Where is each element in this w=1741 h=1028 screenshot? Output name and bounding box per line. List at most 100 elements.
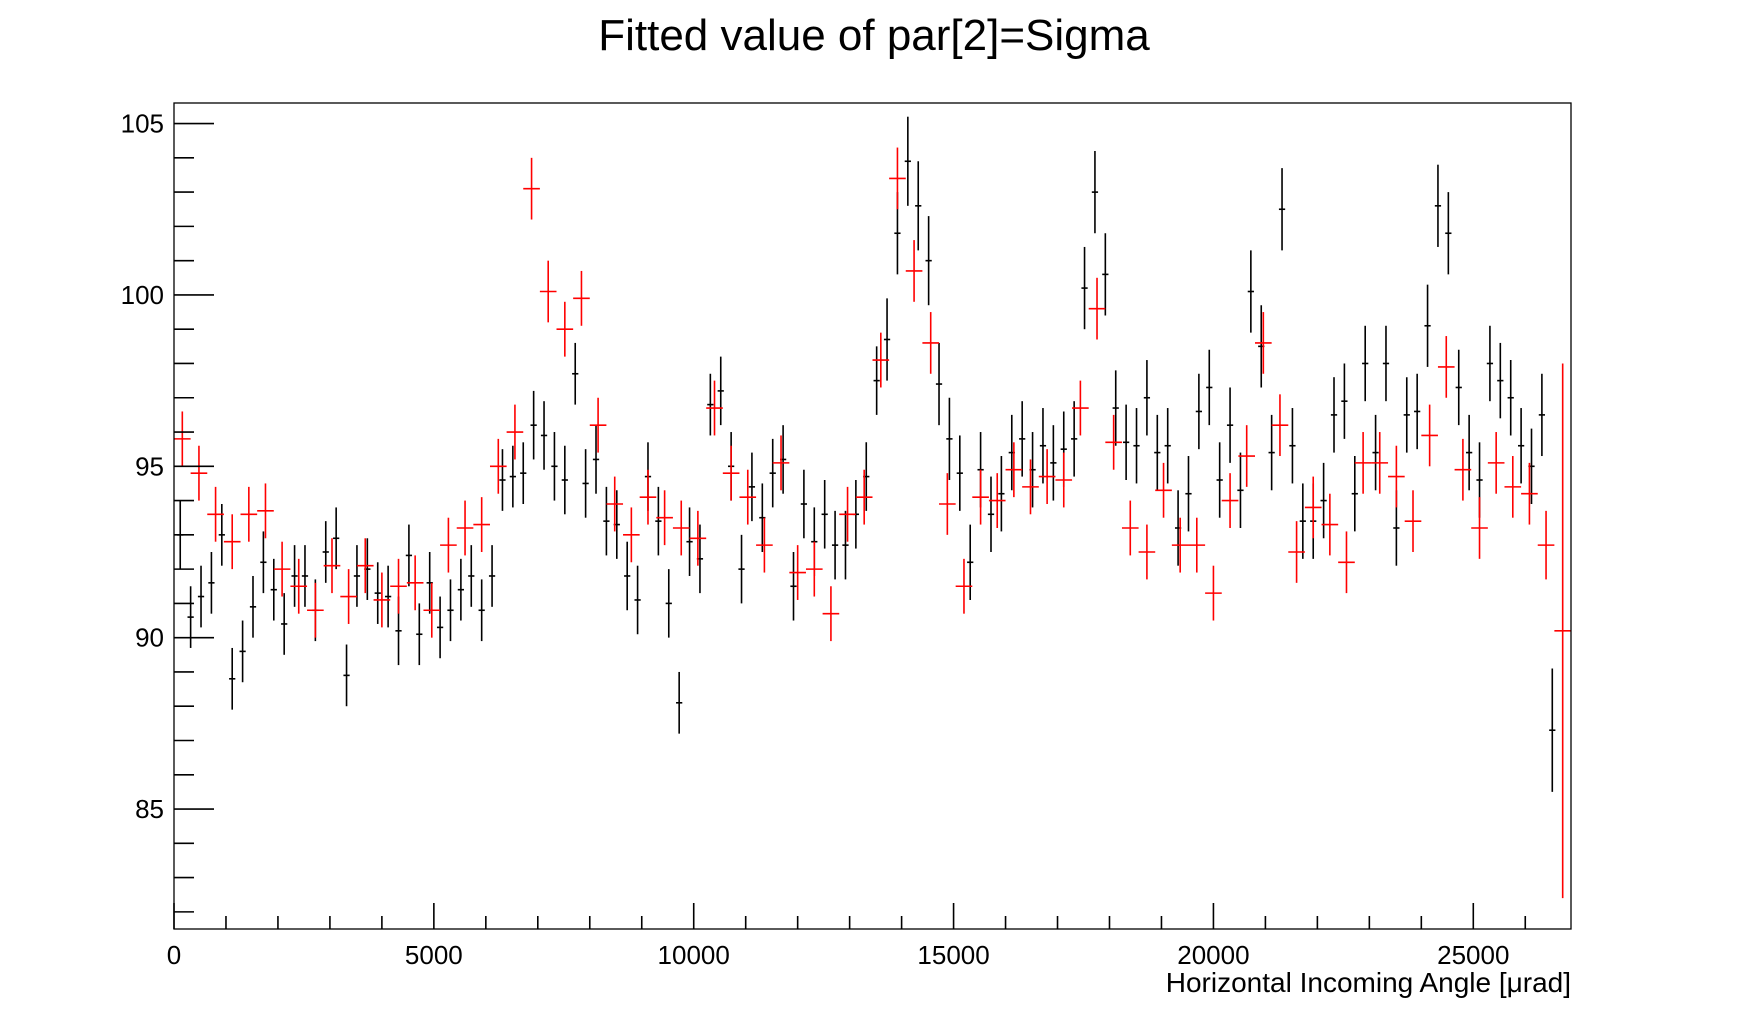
data-point	[1216, 442, 1223, 518]
data-point	[1504, 456, 1522, 518]
data-point	[260, 531, 267, 594]
data-point	[1205, 565, 1222, 621]
data-point	[988, 473, 1006, 528]
data-point	[190, 445, 208, 501]
data-point	[1549, 668, 1556, 792]
data-point	[1005, 442, 1023, 498]
data-point	[624, 541, 631, 611]
data-point	[322, 521, 329, 583]
data-point	[270, 558, 277, 621]
data-point	[457, 558, 465, 621]
data-point	[672, 500, 690, 556]
data-point	[423, 582, 441, 638]
data-point	[1341, 363, 1348, 439]
data-point	[686, 507, 693, 576]
data-point	[1497, 342, 1504, 419]
data-point	[530, 390, 537, 460]
data-point	[373, 572, 391, 628]
data-point	[239, 620, 246, 683]
data-point	[1354, 432, 1372, 494]
data-point	[676, 671, 683, 734]
data-point	[972, 469, 989, 525]
data-point	[1022, 459, 1039, 515]
data-point	[572, 342, 579, 405]
y-tick-label: 85	[135, 794, 164, 824]
data-point	[1338, 531, 1355, 594]
x-tick-label: 5000	[405, 940, 463, 970]
data-point	[1471, 497, 1488, 559]
data-point	[273, 541, 291, 597]
data-point	[218, 504, 225, 566]
data-point	[405, 524, 413, 587]
data-point	[520, 442, 527, 505]
data-point	[523, 157, 540, 220]
data-point	[1289, 408, 1296, 484]
data-point	[603, 486, 610, 556]
data-point	[855, 469, 873, 525]
series-0	[177, 116, 1556, 792]
data-point	[1304, 476, 1322, 539]
y-tick-label: 105	[121, 109, 164, 139]
data-point	[333, 507, 340, 570]
data-point	[589, 397, 607, 453]
data-point	[1434, 164, 1442, 247]
data-point	[1171, 517, 1189, 573]
data-point	[922, 312, 940, 374]
data-point	[800, 469, 808, 539]
data-point	[257, 483, 274, 539]
data-point	[539, 260, 557, 323]
data-point	[343, 644, 350, 707]
data-point	[872, 332, 890, 388]
data-point	[1121, 500, 1139, 556]
data-point	[468, 545, 475, 607]
data-point	[1221, 473, 1239, 528]
series-1	[174, 147, 1571, 899]
data-point	[1091, 150, 1099, 234]
data-point	[789, 545, 806, 600]
data-point	[1102, 233, 1109, 316]
plot-frame	[173, 102, 1572, 930]
data-point	[1421, 404, 1438, 467]
data-point	[722, 445, 740, 501]
data-point	[1537, 510, 1555, 580]
data-point	[1112, 370, 1119, 446]
data-point	[873, 346, 880, 415]
data-point	[582, 449, 589, 518]
data-point	[489, 438, 507, 494]
data-point	[488, 545, 496, 607]
data-point	[1133, 408, 1140, 484]
data-point	[839, 486, 856, 542]
data-point	[831, 510, 839, 580]
data-point	[1388, 445, 1405, 508]
data-point	[1072, 380, 1089, 436]
axis-layer: 0 5000 10000 15000 20000 25000 85 90 95 100 105	[121, 109, 1527, 970]
data-point	[717, 356, 724, 426]
data-point	[1154, 414, 1161, 491]
data-point	[551, 432, 558, 501]
data-point	[1237, 452, 1244, 528]
data-point	[1185, 456, 1192, 532]
data-point	[1538, 373, 1546, 457]
data-point	[1517, 408, 1525, 484]
data-point	[822, 586, 840, 642]
data-point	[1486, 325, 1494, 402]
data-point	[935, 342, 943, 426]
data-point	[1299, 483, 1306, 559]
data-point	[323, 538, 341, 594]
data-point	[1195, 373, 1203, 450]
data-point	[915, 161, 922, 251]
data-point	[385, 565, 392, 628]
data-point	[197, 565, 205, 628]
data-point	[998, 456, 1005, 532]
data-point	[592, 425, 600, 494]
data-point	[1320, 462, 1327, 539]
y-tick-label: 100	[121, 280, 164, 310]
data-point	[639, 469, 657, 525]
data-point	[1055, 452, 1073, 508]
data-point	[374, 562, 381, 624]
data-point	[655, 486, 662, 556]
data-point	[1155, 462, 1172, 518]
data-point	[1288, 521, 1305, 583]
data-point	[456, 500, 474, 556]
